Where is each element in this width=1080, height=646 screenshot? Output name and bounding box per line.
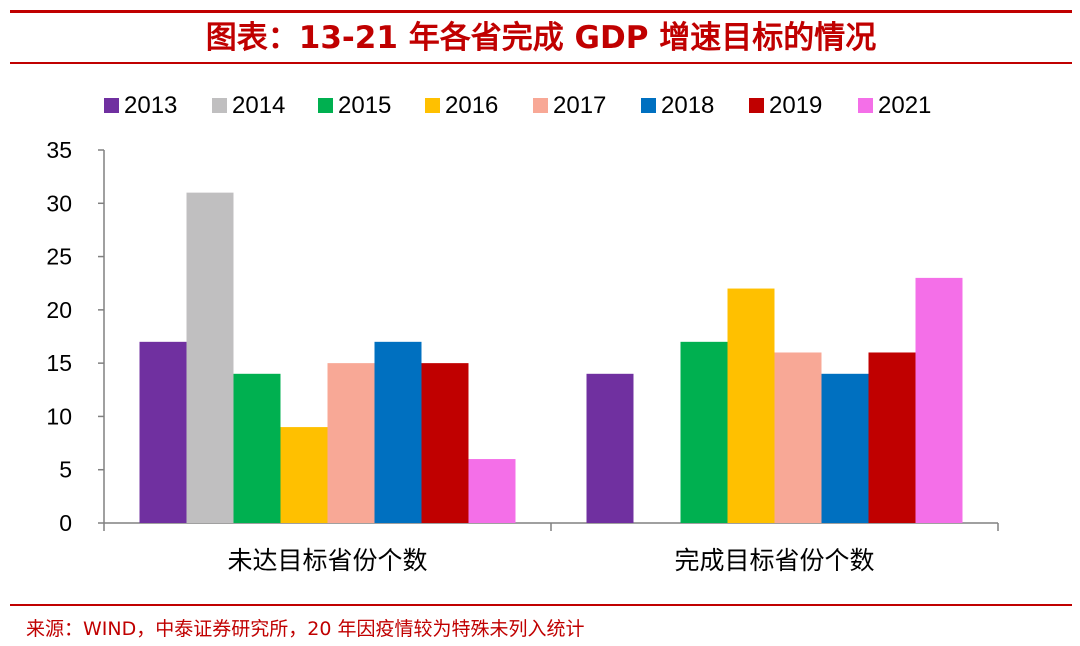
y-tick-label: 30 xyxy=(46,190,72,216)
legend-label-2017: 2017 xyxy=(553,92,606,119)
legend-swatch-2018 xyxy=(641,98,656,113)
legend-swatch-2019 xyxy=(749,98,764,113)
bar-2015-met xyxy=(680,341,728,523)
bar-2013-met xyxy=(586,373,634,523)
title-rule xyxy=(10,62,1072,64)
legend-swatch-2017 xyxy=(533,98,548,113)
chart-title: 图表：13-21 年各省完成 GDP 增速目标的情况 xyxy=(205,20,877,56)
legend-label-2019: 2019 xyxy=(769,92,822,119)
bar-2015-missed xyxy=(233,373,281,523)
legend-label-2013: 2013 xyxy=(124,92,177,119)
legend: 2013 2014 2015 2016 2017 2018 2019 2021 xyxy=(104,92,931,119)
y-tick-label: 10 xyxy=(46,403,72,429)
bar-chart: 2013 2014 2015 2016 2017 2018 2019 2021 0 5 10 15 2… xyxy=(46,92,999,575)
legend-swatch-2016 xyxy=(425,98,440,113)
bar-2017-met xyxy=(774,352,822,523)
bar-2014-missed xyxy=(186,192,234,523)
bar-2017-missed xyxy=(327,363,375,523)
legend-label-2018: 2018 xyxy=(661,92,714,119)
bar-2013-missed xyxy=(139,341,187,523)
legend-swatch-2021 xyxy=(858,98,873,113)
legend-label-2014: 2014 xyxy=(232,92,285,119)
legend-label-2015: 2015 xyxy=(338,92,391,119)
legend-label-2016: 2016 xyxy=(445,92,498,119)
legend-swatch-2015 xyxy=(318,98,333,113)
bar-2021-missed xyxy=(468,459,516,523)
y-tick-label: 5 xyxy=(59,457,72,483)
bars xyxy=(139,192,963,523)
y-tick-label: 20 xyxy=(46,297,72,323)
bar-2018-met xyxy=(821,373,869,523)
bar-2019-missed xyxy=(421,363,469,523)
bar-2016-met xyxy=(727,288,775,523)
bar-2016-missed xyxy=(280,427,328,523)
source-note: 来源：WIND，中泰证券研究所，20 年因疫情较为特殊未列入统计 xyxy=(26,618,585,640)
top-rule xyxy=(10,10,1072,13)
y-tick-label: 0 xyxy=(59,510,72,536)
bar-2018-missed xyxy=(374,341,422,523)
legend-label-2021: 2021 xyxy=(878,92,931,119)
x-category-label: 未达目标省份个数 xyxy=(227,546,427,575)
bar-2021-met xyxy=(915,277,963,523)
y-tick-label: 15 xyxy=(46,350,72,376)
legend-swatch-2014 xyxy=(212,98,227,113)
bottom-rule xyxy=(10,604,1072,606)
x-category-label: 完成目标省份个数 xyxy=(674,546,874,575)
y-tick-label: 25 xyxy=(46,244,72,270)
y-tick-label: 35 xyxy=(46,137,72,163)
bar-2019-met xyxy=(868,352,916,523)
legend-swatch-2013 xyxy=(104,98,119,113)
